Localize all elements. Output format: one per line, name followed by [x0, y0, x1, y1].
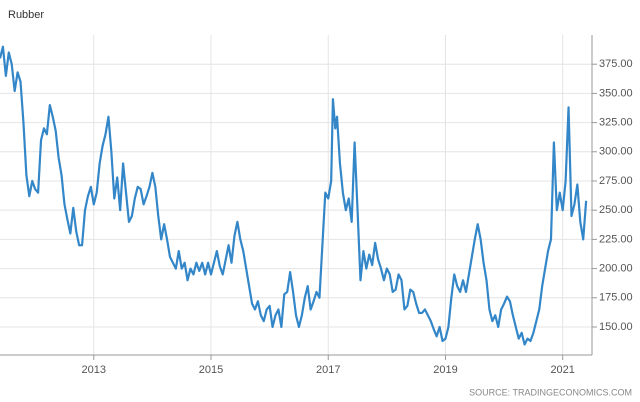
x-tick-label: 2019	[433, 364, 457, 376]
y-tick-label: 200.00	[599, 262, 633, 274]
y-tick-label: 275.00	[599, 175, 633, 187]
y-tick-label: 225.00	[599, 233, 633, 245]
x-tick-label: 2017	[316, 364, 340, 376]
x-tick-label: 2013	[82, 364, 106, 376]
source: SOURCE: TRADINGECONOMICS.COM	[469, 387, 632, 397]
y-tick-label: 375.00	[599, 58, 633, 70]
x-tick-label: 2021	[550, 364, 574, 376]
chart-title: Rubber	[8, 9, 44, 21]
y-tick-label: 250.00	[599, 204, 633, 216]
y-tick-label: 175.00	[599, 292, 633, 304]
data-line	[0, 45, 588, 346]
y-tick-label: 150.00	[599, 321, 633, 333]
y-tick-label: 350.00	[599, 87, 633, 99]
y-tick-label: 300.00	[599, 146, 633, 158]
y-tick-label: 325.00	[599, 116, 633, 128]
x-tick-label: 2015	[199, 364, 223, 376]
